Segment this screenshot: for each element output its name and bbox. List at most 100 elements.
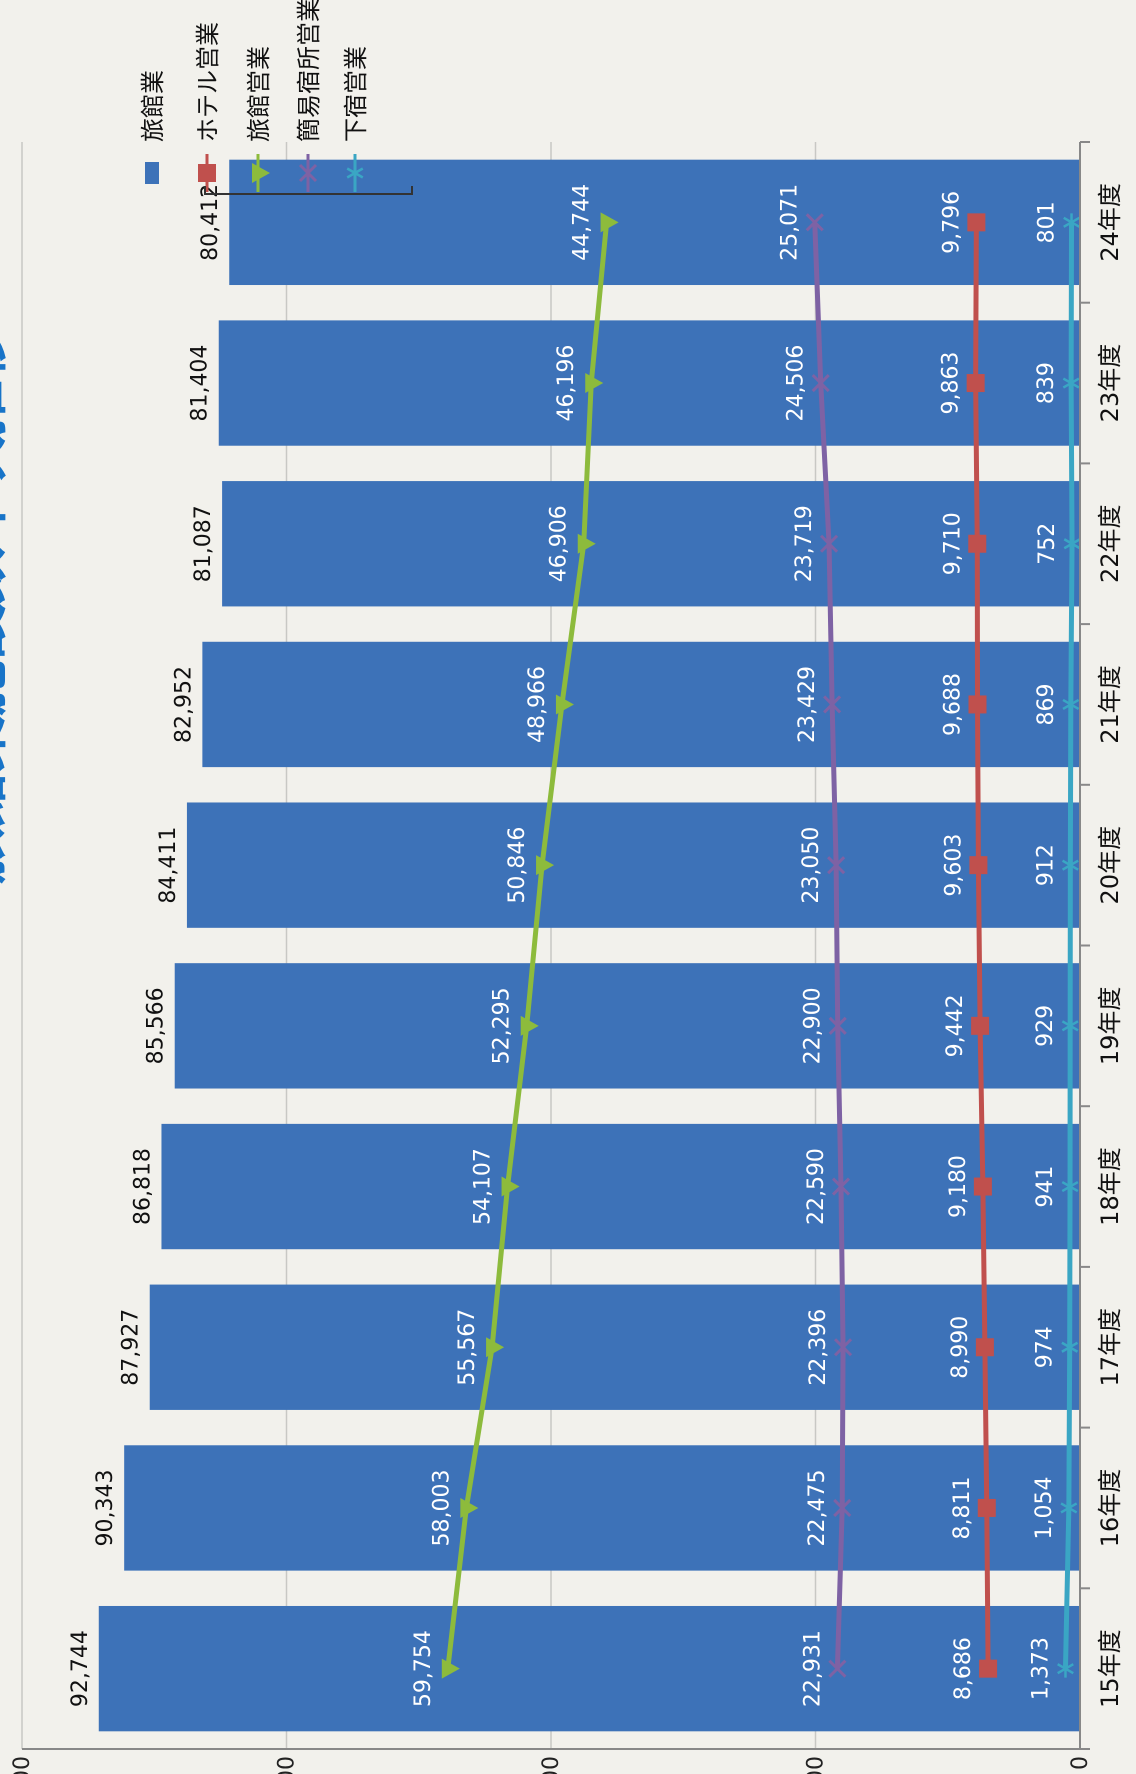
line-value-label: 23,429	[795, 666, 820, 743]
bar-value-label: 81,404	[188, 345, 213, 422]
bar	[202, 641, 1080, 768]
line-value-label: 48,966	[525, 666, 550, 743]
marker-x-stroke	[827, 856, 846, 875]
line-value-label: 929	[1033, 1005, 1058, 1047]
line-value-label: 9,796	[939, 191, 964, 254]
marker-star	[1057, 1659, 1074, 1678]
marker-triangle	[600, 212, 619, 233]
marker-x	[833, 1338, 853, 1357]
x-tick-label: 19年度	[1096, 987, 1124, 1066]
marker-triangle	[252, 163, 270, 183]
legend-label: 下宿営業	[342, 46, 370, 142]
marker-x-stroke	[805, 213, 824, 232]
line-value-label: 8,811	[950, 1476, 975, 1539]
marker-x	[805, 213, 824, 232]
line-value-label: 974	[1033, 1326, 1058, 1368]
marker-square	[969, 856, 988, 875]
bar	[161, 1123, 1080, 1250]
bar-series	[98, 159, 1081, 1732]
marker-triangle	[486, 1337, 505, 1358]
marker-triangle	[501, 1176, 520, 1197]
bar	[98, 1605, 1080, 1732]
line-value-label: 912	[1033, 844, 1058, 886]
y-tick-label: 100,000	[10, 1756, 35, 1774]
bar-value-label: 81,087	[191, 505, 216, 582]
x-tick-label: 23年度	[1096, 344, 1124, 423]
marker-star	[1062, 374, 1080, 393]
marker-square	[975, 1338, 994, 1357]
marker-triangle	[555, 694, 574, 715]
marker-star	[1063, 213, 1080, 232]
marker-square	[971, 1016, 990, 1035]
axes: 0 25,000 50,000 75,000 100,000 15年度 16年度 17年度 18…	[10, 141, 1124, 1774]
marker-square	[979, 1659, 998, 1678]
series-line	[973, 222, 991, 1669]
bar-value-label: 85,566	[144, 987, 169, 1064]
bar-value-label: 87,927	[119, 1309, 144, 1386]
marker-star	[346, 164, 364, 182]
series-line	[812, 222, 846, 1669]
legend: 旅館業 ホテル営業 旅館営業 簡易宿所営業 下宿営業	[139, 0, 413, 195]
marker-star-stroke	[1062, 698, 1080, 711]
legend-swatch	[145, 162, 159, 184]
line-value-label: 801	[1035, 201, 1060, 243]
marker-x	[831, 1177, 851, 1196]
line-value-label: 23,050	[799, 827, 824, 904]
marker-square	[967, 213, 986, 232]
line-value-label: 9,603	[941, 834, 966, 897]
line-value-label: 22,900	[801, 987, 826, 1064]
bar	[124, 1445, 1080, 1571]
line-value-label: 22,931	[800, 1630, 825, 1707]
marker-x	[828, 1016, 847, 1035]
marker-star-stroke	[1061, 1341, 1079, 1353]
legend-label: 旅館営業	[245, 46, 273, 142]
marker-x-stroke	[831, 1177, 851, 1196]
marker-square	[966, 374, 985, 393]
line-value-label: 55,567	[455, 1309, 480, 1386]
line-value-label: 58,003	[429, 1469, 454, 1546]
x-tick-label: 17年度	[1096, 1308, 1124, 1387]
marker-star-stroke	[1061, 1020, 1079, 1032]
x-tick-label: 22年度	[1096, 504, 1124, 583]
marker-x-stroke	[298, 163, 318, 183]
marker-star	[1061, 1338, 1079, 1357]
x-tick-label: 15年度	[1096, 1629, 1124, 1708]
marker-x-stroke	[811, 373, 830, 393]
line-value-label: 52,295	[490, 987, 515, 1064]
line-value-label: 25,071	[778, 184, 803, 261]
marker-star-stroke	[1063, 216, 1080, 228]
x-tick-label: 24年度	[1096, 183, 1124, 262]
marker-star	[1062, 695, 1080, 714]
marker-x-stroke	[833, 1498, 852, 1518]
marker-x-stroke	[833, 1338, 853, 1357]
x-tick-label: 18年度	[1096, 1147, 1124, 1226]
marker-star-stroke	[346, 167, 364, 179]
line-value-label: 22,475	[805, 1469, 830, 1546]
bar	[218, 320, 1081, 446]
line-value-label: 44,744	[570, 184, 595, 261]
bar-value-label: 82,952	[171, 666, 196, 743]
line-value-label: 59,754	[411, 1630, 436, 1707]
line-value-label: 9,710	[940, 512, 965, 575]
line-value-label: 9,863	[939, 352, 964, 415]
legend-bracket	[204, 186, 413, 195]
series-line	[445, 222, 610, 1669]
legend-label: ホテル営業	[194, 22, 222, 142]
line-value-label: 869	[1034, 683, 1059, 725]
line-value-label: 1,373	[1028, 1637, 1053, 1700]
x-tick-label: 20年度	[1096, 826, 1124, 905]
bar	[222, 481, 1080, 607]
marker-square	[198, 164, 216, 182]
marker-star	[1061, 856, 1079, 875]
line-value-label: 9,180	[946, 1155, 971, 1218]
marker-x-stroke	[819, 534, 839, 553]
line-value-label: 752	[1035, 523, 1060, 565]
marker-x	[819, 534, 839, 553]
marker-x	[827, 856, 846, 875]
line-value-label: 46,906	[547, 505, 572, 582]
marker-triangle	[536, 855, 555, 876]
marker-star-stroke	[1060, 1502, 1078, 1514]
data-labels: 92,744 90,343 87,927 86,818 85,566 84,411 82,9…	[68, 184, 1060, 1707]
marker-x	[811, 373, 830, 393]
marker-triangle	[585, 373, 604, 394]
